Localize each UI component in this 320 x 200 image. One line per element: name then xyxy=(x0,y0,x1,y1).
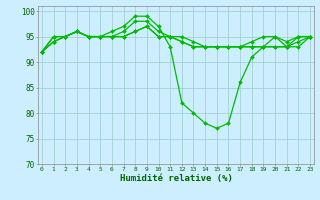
X-axis label: Humidité relative (%): Humidité relative (%) xyxy=(120,174,232,183)
